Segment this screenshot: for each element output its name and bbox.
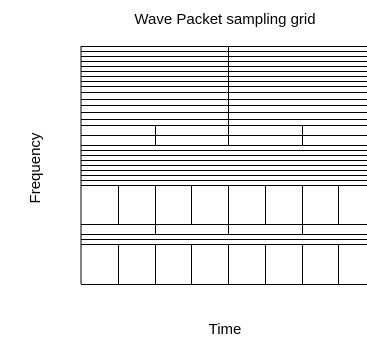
y-axis-label: Frequency — [27, 132, 44, 203]
figure-title: Wave Packet sampling grid — [134, 11, 315, 28]
sampling-grid — [80, 46, 367, 285]
x-axis-label: Time — [209, 321, 242, 337]
